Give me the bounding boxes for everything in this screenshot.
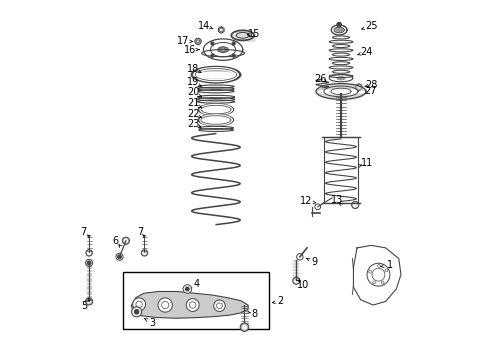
Text: 26: 26 [313, 74, 326, 84]
Text: 18: 18 [187, 64, 199, 74]
Text: 6: 6 [112, 236, 118, 246]
Text: 22: 22 [187, 109, 199, 119]
Text: 15: 15 [248, 28, 260, 39]
Text: 14: 14 [198, 21, 210, 31]
Circle shape [213, 300, 225, 311]
Text: 5: 5 [81, 301, 87, 311]
Circle shape [194, 38, 201, 45]
Text: 1: 1 [386, 260, 392, 270]
Text: 28: 28 [364, 80, 376, 90]
Circle shape [158, 298, 172, 312]
Circle shape [211, 54, 213, 57]
Ellipse shape [220, 48, 225, 51]
Circle shape [353, 203, 356, 207]
Circle shape [122, 237, 129, 244]
Circle shape [357, 86, 360, 89]
Text: 11: 11 [360, 158, 372, 168]
Ellipse shape [336, 77, 344, 80]
Circle shape [131, 307, 142, 317]
Circle shape [186, 298, 199, 311]
Text: 20: 20 [187, 87, 199, 98]
Text: 7: 7 [137, 227, 143, 237]
Text: 3: 3 [149, 318, 156, 328]
Circle shape [232, 54, 235, 57]
Text: 27: 27 [364, 86, 376, 96]
Circle shape [87, 261, 91, 265]
Text: 23: 23 [187, 119, 199, 129]
Text: 2: 2 [277, 296, 283, 306]
Circle shape [211, 42, 213, 45]
Circle shape [351, 202, 358, 208]
Text: 8: 8 [250, 309, 257, 319]
Circle shape [292, 277, 299, 284]
Text: 16: 16 [183, 45, 196, 55]
Text: 13: 13 [330, 195, 343, 204]
Bar [123, 272, 268, 329]
Ellipse shape [217, 47, 228, 53]
Circle shape [87, 300, 90, 303]
Text: 17: 17 [177, 36, 189, 46]
Text: 9: 9 [311, 257, 317, 267]
Circle shape [124, 239, 127, 242]
Circle shape [87, 251, 90, 254]
Text: 7: 7 [81, 227, 87, 237]
Text: 12: 12 [299, 197, 311, 206]
Text: 10: 10 [296, 280, 308, 291]
Circle shape [185, 287, 189, 291]
Circle shape [132, 298, 145, 311]
Circle shape [336, 22, 341, 27]
Circle shape [294, 279, 298, 283]
Circle shape [141, 249, 147, 256]
Text: 4: 4 [193, 279, 199, 289]
Circle shape [134, 310, 139, 314]
Text: 21: 21 [187, 98, 199, 108]
Text: 24: 24 [360, 47, 372, 57]
Circle shape [232, 42, 235, 45]
Circle shape [196, 40, 199, 43]
Circle shape [242, 325, 246, 329]
Ellipse shape [335, 28, 342, 32]
Polygon shape [131, 292, 247, 318]
Circle shape [240, 323, 248, 332]
Circle shape [86, 249, 92, 256]
Circle shape [118, 255, 121, 258]
Circle shape [355, 84, 361, 90]
Circle shape [85, 298, 93, 305]
Text: 25: 25 [365, 21, 377, 31]
Text: 19: 19 [187, 77, 199, 87]
Circle shape [143, 251, 145, 254]
Circle shape [183, 285, 191, 293]
